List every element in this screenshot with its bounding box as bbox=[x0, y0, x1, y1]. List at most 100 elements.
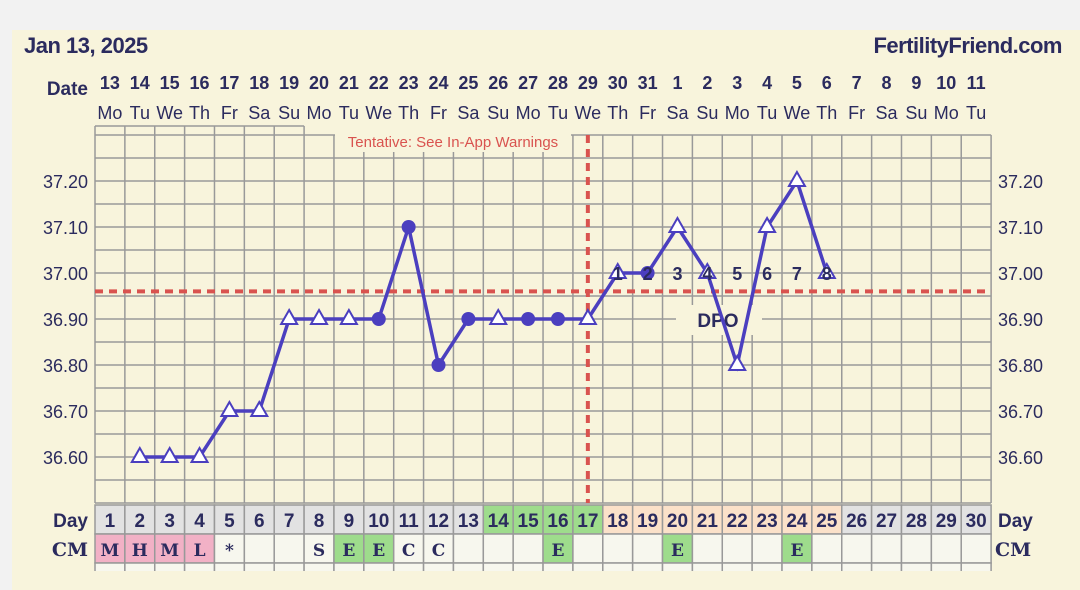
next-row-cell bbox=[243, 562, 275, 571]
date-label: 31 bbox=[638, 73, 658, 93]
dpo-number: 7 bbox=[792, 264, 802, 284]
weekday-label: Mo bbox=[934, 103, 959, 123]
weekday-label: We bbox=[365, 103, 392, 123]
temp-point-triangle bbox=[488, 307, 508, 325]
cm-value: C bbox=[432, 541, 446, 561]
weekday-label: Su bbox=[696, 103, 718, 123]
date-label: 18 bbox=[249, 73, 269, 93]
day-cell bbox=[303, 504, 335, 535]
weekday-label: Fr bbox=[430, 103, 447, 123]
temp-point-triangle bbox=[727, 353, 747, 371]
temp-point-triangle bbox=[339, 307, 359, 325]
day-cell bbox=[691, 504, 724, 535]
next-row-cell bbox=[781, 562, 813, 571]
date-label: 23 bbox=[399, 73, 419, 93]
day-number: 28 bbox=[906, 511, 927, 532]
warning-bg bbox=[335, 130, 571, 152]
day-cell bbox=[811, 504, 843, 535]
next-row-cell bbox=[691, 562, 724, 571]
cm-value: M bbox=[160, 541, 179, 561]
temp-point-triangle bbox=[279, 307, 299, 325]
day-cell bbox=[422, 504, 455, 535]
day-number: 5 bbox=[224, 511, 235, 532]
y-tick-right: 36.90 bbox=[998, 310, 1043, 330]
day-number: 14 bbox=[488, 511, 510, 532]
dpo-number: 6 bbox=[762, 264, 772, 284]
next-row-cell bbox=[422, 562, 455, 571]
cm-cell bbox=[900, 533, 933, 564]
day-number: 25 bbox=[816, 511, 838, 532]
day-number: 10 bbox=[368, 511, 389, 532]
day-number: 22 bbox=[727, 511, 748, 532]
temp-point-circle bbox=[431, 358, 446, 372]
date-label: 28 bbox=[548, 73, 568, 93]
day-number: 9 bbox=[344, 511, 355, 532]
y-tick-left: 36.60 bbox=[43, 448, 88, 468]
cm-cell bbox=[512, 533, 544, 564]
date-label: 5 bbox=[792, 73, 802, 93]
next-row-cell bbox=[870, 562, 903, 571]
temp-point-triangle bbox=[697, 261, 718, 279]
y-tick-right: 36.70 bbox=[998, 402, 1043, 422]
y-tick-left: 37.20 bbox=[43, 172, 88, 192]
date-label: 14 bbox=[130, 73, 150, 93]
day-number: 7 bbox=[284, 511, 295, 532]
temp-point-triangle bbox=[249, 399, 270, 417]
day-cell bbox=[960, 504, 992, 535]
cm-value: L bbox=[194, 541, 206, 561]
cm-row-label-right: CM bbox=[995, 539, 1031, 561]
next-row-cell bbox=[392, 562, 425, 571]
temp-point-circle bbox=[550, 312, 565, 326]
date-label: 27 bbox=[518, 73, 538, 93]
date-label: 9 bbox=[911, 73, 921, 93]
temp-point-circle bbox=[640, 266, 655, 280]
next-row-cell bbox=[542, 562, 574, 571]
weekday-label: Su bbox=[487, 103, 509, 123]
next-row-cell bbox=[94, 562, 126, 571]
weekday-label: Mo bbox=[307, 103, 332, 123]
cm-cell bbox=[482, 533, 514, 564]
next-row-cell bbox=[213, 562, 246, 571]
next-row-cell bbox=[602, 562, 634, 571]
day-number: 4 bbox=[194, 511, 205, 532]
day-number: 18 bbox=[607, 511, 628, 532]
cm-cell bbox=[243, 533, 275, 564]
weekday-label: Su bbox=[905, 103, 927, 123]
y-tick-left: 36.90 bbox=[43, 310, 88, 330]
cm-value: H bbox=[132, 541, 148, 561]
date-label: 13 bbox=[100, 73, 120, 93]
temp-point-triangle bbox=[309, 307, 329, 325]
next-row-cell bbox=[512, 562, 544, 571]
cm-cell bbox=[661, 533, 694, 564]
dpo-number: 5 bbox=[732, 264, 742, 284]
next-row-cell bbox=[273, 562, 305, 571]
weekday-label: Sa bbox=[666, 103, 689, 123]
temp-point-circle bbox=[371, 312, 386, 326]
weekday-label: Sa bbox=[876, 103, 899, 123]
cm-cell bbox=[572, 533, 604, 564]
cm-cell bbox=[811, 533, 843, 564]
dpo-number: 8 bbox=[822, 264, 832, 284]
tentative-warning: Tentative: See In-App Warnings bbox=[348, 134, 558, 151]
date-label: 30 bbox=[608, 73, 628, 93]
dpo-label: DPO bbox=[697, 311, 738, 332]
date-label: 4 bbox=[762, 73, 772, 93]
dpo-number: 2 bbox=[643, 264, 653, 284]
next-row-cell bbox=[363, 562, 395, 571]
day-cell bbox=[243, 504, 275, 535]
day-cell bbox=[781, 504, 813, 535]
next-row-cell bbox=[841, 562, 873, 571]
weekday-label: Fr bbox=[848, 103, 865, 123]
day-cell bbox=[213, 504, 246, 535]
date-label: 26 bbox=[488, 73, 508, 93]
temp-point-triangle bbox=[757, 215, 777, 233]
weekday-label: Tu bbox=[548, 103, 568, 123]
cm-cell bbox=[631, 533, 664, 564]
date-label: 24 bbox=[428, 73, 448, 93]
cm-cell bbox=[94, 533, 126, 564]
day-number: 16 bbox=[547, 511, 568, 532]
next-row-cell bbox=[960, 562, 992, 571]
cm-cell bbox=[691, 533, 724, 564]
cm-cell bbox=[602, 533, 634, 564]
date-label: 15 bbox=[160, 73, 180, 93]
